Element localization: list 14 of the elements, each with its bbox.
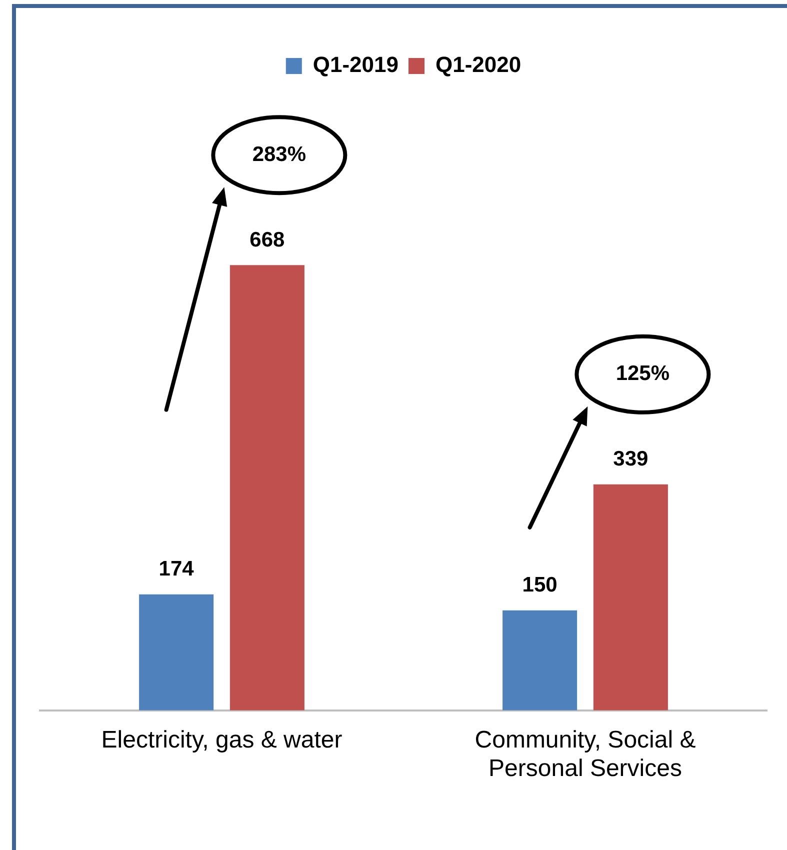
data-label: 150	[522, 574, 558, 597]
data-label: 174	[158, 558, 194, 581]
data-label: 339	[613, 448, 648, 471]
text: 283%	[252, 142, 306, 166]
legend-label: Q1-2019	[312, 52, 399, 78]
data-label: 668	[250, 228, 286, 252]
annotation: 125%	[616, 362, 670, 386]
legend-label: Q1-2020	[436, 52, 522, 78]
bar	[502, 610, 578, 710]
bar	[593, 484, 668, 710]
bar	[230, 265, 304, 710]
bar	[139, 594, 214, 710]
x-tick-label: Electricity, gas & water	[101, 726, 342, 754]
x-tick-label: Community, Social & Personal Services	[474, 726, 696, 782]
